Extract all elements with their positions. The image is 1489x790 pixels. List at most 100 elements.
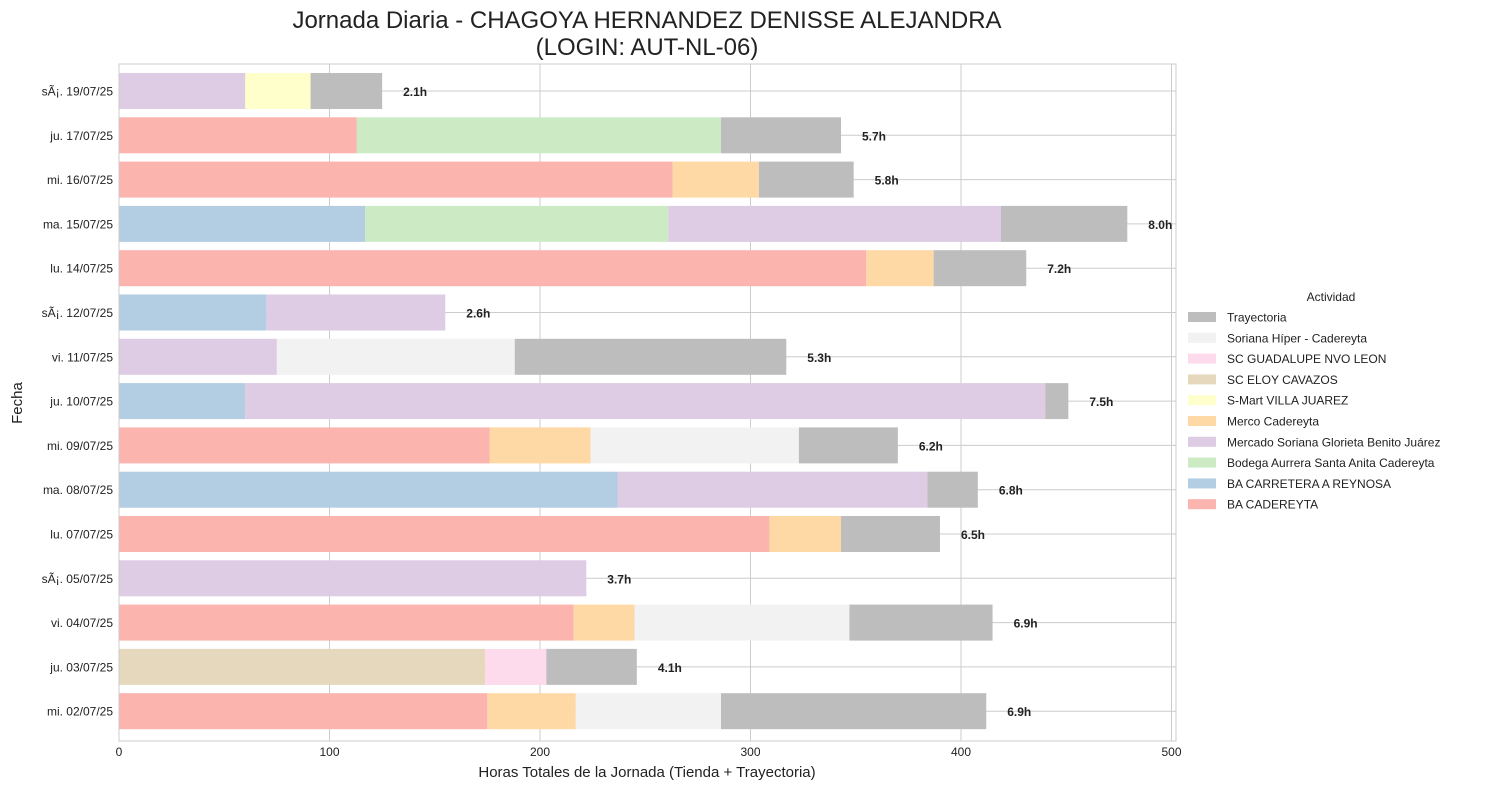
total-label: 6.2h — [919, 439, 943, 453]
y-tick-label: ma. 08/07/25 — [43, 483, 113, 497]
y-tick-label: sÃ¡. 12/07/25 — [42, 306, 114, 320]
bar-segment — [365, 205, 669, 242]
bar-segment — [672, 161, 759, 198]
bar-segment — [119, 73, 246, 109]
bar-segment — [841, 516, 940, 552]
y-tick-label: vi. 04/07/25 — [51, 616, 113, 630]
bar-segment — [119, 294, 267, 331]
legend-swatch — [1188, 332, 1216, 343]
legend-label: Bodega Aurrera Santa Anita Cadereyta — [1227, 456, 1435, 470]
bar-segment — [119, 648, 486, 685]
x-tick-labels: 0 100 200 300 400 500 — [116, 745, 1182, 759]
total-label: 6.9h — [1014, 617, 1038, 631]
x-axis-label: Horas Totales de la Jornada (Tienda + Tr… — [478, 764, 815, 781]
bar-segment — [575, 693, 722, 730]
x-tick-label: 200 — [530, 745, 550, 759]
legend-label: S-Mart VILLA JUAREZ — [1227, 394, 1348, 408]
bar-segment — [721, 693, 987, 730]
total-labels: 2.1h 5.7h 5.8h 8.0h 7.2h 2.6h 5.3h 7.5h 6.2h 6.8h… — [403, 85, 1172, 719]
bar-segment — [798, 427, 898, 464]
bar-segment — [356, 117, 722, 154]
bar-segment — [310, 73, 383, 109]
y-tick-label: mi. 09/07/25 — [47, 439, 113, 453]
bar-segment — [485, 648, 547, 685]
legend-label: Mercado Soriana Glorieta Benito Juárez — [1227, 435, 1440, 449]
legend-label: BA CADEREYTA — [1227, 498, 1318, 512]
bar-segment — [489, 427, 591, 464]
total-label: 6.8h — [999, 484, 1023, 498]
bar-segment — [119, 117, 357, 154]
total-label: 7.5h — [1089, 395, 1113, 409]
legend-swatch — [1188, 374, 1216, 385]
x-tick-label: 0 — [116, 745, 123, 759]
chart-title: Jornada Diaria - CHAGOYA HERNANDEZ DENIS… — [292, 7, 1001, 34]
bar-segment — [245, 383, 1046, 420]
total-label: 6.5h — [961, 528, 985, 542]
total-label: 2.1h — [403, 85, 427, 99]
legend-label: SC GUADALUPE NVO LEON — [1227, 352, 1386, 366]
bar-segment — [119, 338, 277, 375]
x-tick-label: 100 — [319, 745, 339, 759]
y-tick-label: sÃ¡. 05/07/25 — [42, 572, 114, 586]
legend-label: SC ELOY CAVAZOS — [1227, 373, 1338, 387]
bar-segment — [546, 648, 637, 685]
legend-swatch — [1188, 353, 1216, 364]
bar-segment — [1000, 205, 1128, 242]
legend-label: Soriana Híper - Cadereyta — [1227, 331, 1367, 345]
legend-swatch — [1188, 457, 1216, 468]
bar-segment — [245, 73, 311, 109]
y-tick-label: mi. 02/07/25 — [47, 705, 113, 719]
bar-segment — [849, 604, 993, 641]
x-tick-label: 500 — [1161, 745, 1181, 759]
y-tick-label: ma. 15/07/25 — [43, 217, 113, 231]
bar-segment — [721, 117, 842, 154]
bar-segment — [276, 338, 515, 375]
legend-swatch — [1188, 436, 1216, 447]
y-tick-label: mi. 16/07/25 — [47, 173, 113, 187]
total-label: 6.9h — [1007, 705, 1031, 719]
legend-label: Trayectoria — [1227, 311, 1287, 325]
total-label: 5.7h — [862, 129, 886, 143]
total-label: 4.1h — [658, 661, 682, 675]
total-label: 3.7h — [607, 572, 631, 586]
bar-segment — [119, 604, 574, 641]
legend-swatch — [1188, 499, 1216, 510]
chart-subtitle: (LOGIN: AUT-NL-06) — [536, 34, 759, 61]
y-axis-label: Fecha — [9, 382, 26, 424]
y-tick-label: lu. 14/07/25 — [50, 262, 113, 276]
y-tick-label: ju. 10/07/25 — [49, 395, 113, 409]
bar-segment — [573, 604, 635, 641]
legend-swatch — [1188, 395, 1216, 406]
total-label: 5.8h — [875, 174, 899, 188]
bar-segment — [514, 338, 787, 375]
total-label: 7.2h — [1047, 262, 1071, 276]
bar-segment — [927, 471, 978, 508]
bar-segment — [119, 250, 867, 287]
bar-segment — [266, 294, 446, 331]
legend: Actividad Trayectoria Soriana Híper - Cad… — [1188, 290, 1440, 512]
bar-group — [119, 73, 1128, 730]
bar-segment — [119, 205, 366, 242]
bar-segment — [866, 250, 934, 287]
bar-segment — [119, 471, 618, 508]
x-tick-label: 400 — [951, 745, 971, 759]
legend-label: BA CARRETERA A REYNOSA — [1227, 477, 1391, 491]
y-tick-label: lu. 07/07/25 — [50, 528, 113, 542]
y-tick-labels: sÃ¡. 19/07/25 ju. 17/07/25 mi. 16/07/25 ma.… — [42, 85, 114, 719]
bar-segment — [758, 161, 854, 198]
bar-segment — [119, 161, 673, 198]
y-tick-label: vi. 11/07/25 — [52, 350, 113, 364]
bar-segment — [617, 471, 928, 508]
legend-title: Actividad — [1307, 290, 1356, 304]
total-label: 5.3h — [807, 351, 831, 365]
bar-segment — [119, 693, 488, 730]
bar-segment — [634, 604, 850, 641]
bar-segment — [933, 250, 1027, 287]
bar-segment — [119, 560, 587, 597]
legend-swatch — [1188, 312, 1216, 322]
bar-segment — [769, 516, 842, 552]
bar-segment — [487, 693, 576, 730]
y-tick-label: sÃ¡. 19/07/25 — [42, 85, 114, 99]
bar-segment — [119, 516, 770, 552]
